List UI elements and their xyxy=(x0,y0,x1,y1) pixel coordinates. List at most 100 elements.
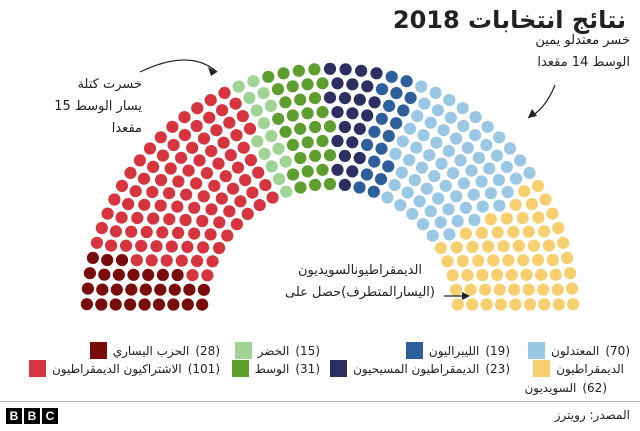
seat-party-2 xyxy=(265,160,278,173)
seat-party-6 xyxy=(469,111,482,124)
seat-party-2 xyxy=(258,147,271,160)
bbc-logo: B B C xyxy=(6,408,58,424)
seat-party-6 xyxy=(437,124,450,137)
legend-count: (28) xyxy=(195,343,220,358)
seat-party-6 xyxy=(465,164,478,177)
seat-party-0 xyxy=(86,251,99,264)
seat-party-0 xyxy=(124,298,137,311)
seat-party-1 xyxy=(218,86,231,99)
seat-party-6 xyxy=(500,160,513,173)
bbc-logo-letter: B xyxy=(24,408,40,424)
seat-party-6 xyxy=(395,166,408,179)
seat-party-6 xyxy=(415,80,428,93)
seat-party-5 xyxy=(404,91,417,104)
bbc-logo-letter: B xyxy=(6,408,22,424)
seat-party-1 xyxy=(135,239,148,252)
seat-party-5 xyxy=(382,160,395,173)
seat-party-5 xyxy=(361,138,374,151)
seat-party-6 xyxy=(432,192,445,205)
seat-party-7 xyxy=(522,283,535,296)
seat-party-6 xyxy=(429,86,442,99)
seat-party-1 xyxy=(143,142,157,155)
seat-party-6 xyxy=(481,120,494,133)
seat-party-3 xyxy=(309,120,322,134)
seat-party-7 xyxy=(564,267,577,280)
legend-item-greens: الخضر (15) xyxy=(234,342,320,359)
seat-party-1 xyxy=(129,185,142,198)
seat-party-7 xyxy=(537,283,550,296)
seat-party-7 xyxy=(566,282,579,295)
seat-party-6 xyxy=(457,177,470,190)
seat-party-5 xyxy=(383,99,396,112)
seat-party-7 xyxy=(507,225,520,239)
seat-party-6 xyxy=(461,141,474,154)
legend-count: (62) xyxy=(582,381,607,395)
seat-party-1 xyxy=(166,120,179,133)
seat-party-3 xyxy=(301,78,314,91)
seat-party-0 xyxy=(127,268,140,281)
seat-party-1 xyxy=(156,149,170,162)
seat-party-6 xyxy=(450,190,463,203)
seat-party-4 xyxy=(338,92,352,105)
seat-party-1 xyxy=(182,164,195,177)
seat-party-4 xyxy=(370,67,383,80)
seat-party-6 xyxy=(424,205,437,218)
seat-party-1 xyxy=(223,116,236,129)
seat-party-6 xyxy=(503,142,517,155)
bbc-logo-letter: C xyxy=(42,408,58,424)
seat-party-1 xyxy=(175,254,188,267)
seat-party-3 xyxy=(323,149,337,162)
seat-party-6 xyxy=(418,97,431,110)
seat-party-3 xyxy=(309,149,322,162)
legend-count: (15) xyxy=(295,343,320,358)
legend-swatch xyxy=(528,342,546,359)
seat-party-6 xyxy=(456,102,469,115)
seat-party-1 xyxy=(237,141,250,154)
seat-party-6 xyxy=(381,191,394,204)
seat-party-1 xyxy=(133,154,146,167)
seat-party-3 xyxy=(323,177,337,191)
seat-party-1 xyxy=(196,214,209,228)
seat-party-1 xyxy=(164,162,177,175)
seat-party-1 xyxy=(122,198,135,211)
seat-party-4 xyxy=(361,109,374,122)
seat-party-3 xyxy=(294,181,307,194)
seat-party-7 xyxy=(520,268,533,281)
seat-party-1 xyxy=(179,213,192,227)
seat-party-6 xyxy=(442,145,455,158)
seat-party-1 xyxy=(230,129,243,142)
seat-party-7 xyxy=(549,268,562,281)
seat-party-1 xyxy=(147,160,160,173)
seat-party-0 xyxy=(81,282,94,295)
seat-party-1 xyxy=(115,211,128,224)
seat-party-3 xyxy=(272,112,285,125)
seat-party-0 xyxy=(196,298,209,311)
seat-party-1 xyxy=(252,166,265,179)
seat-party-4 xyxy=(331,163,344,176)
seat-party-4 xyxy=(331,106,344,119)
seat-party-5 xyxy=(374,173,388,186)
seat-party-0 xyxy=(167,298,180,311)
seat-party-7 xyxy=(441,255,454,268)
seat-party-6 xyxy=(388,179,401,192)
seat-party-3 xyxy=(294,93,307,106)
annotation-left-line: يسار الوسط 15 xyxy=(54,99,142,114)
seat-party-0 xyxy=(181,298,194,311)
seat-party-1 xyxy=(230,218,243,231)
legend-label: السويديون xyxy=(524,381,577,395)
seat-party-3 xyxy=(286,138,299,151)
seat-party-6 xyxy=(476,200,489,213)
seat-party-4 xyxy=(355,64,368,77)
seat-party-2 xyxy=(232,80,245,93)
seat-party-7 xyxy=(493,283,506,296)
seat-party-6 xyxy=(413,195,426,208)
seat-party-7 xyxy=(552,298,565,311)
seat-party-7 xyxy=(512,239,525,252)
seat-party-3 xyxy=(301,107,314,120)
seat-party-1 xyxy=(204,94,217,107)
legend-swatch xyxy=(405,342,423,359)
seat-party-7 xyxy=(450,283,463,296)
seat-party-6 xyxy=(475,175,488,188)
seat-party-7 xyxy=(487,254,500,267)
seat-party-4 xyxy=(346,78,359,91)
